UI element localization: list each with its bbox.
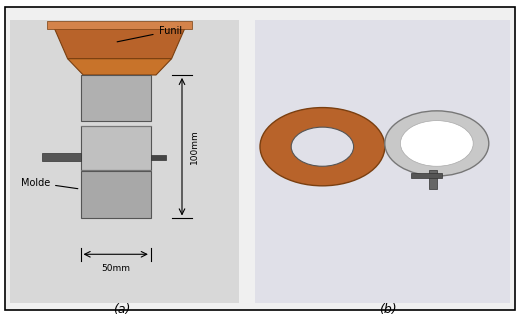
Circle shape [400, 121, 473, 166]
FancyBboxPatch shape [5, 7, 515, 310]
FancyBboxPatch shape [81, 171, 151, 218]
Polygon shape [52, 23, 187, 59]
FancyBboxPatch shape [81, 126, 151, 170]
FancyBboxPatch shape [42, 153, 81, 161]
Text: 100mm: 100mm [190, 129, 199, 164]
Text: (b): (b) [379, 303, 396, 316]
FancyBboxPatch shape [81, 75, 151, 121]
Text: (a): (a) [113, 303, 131, 316]
Polygon shape [68, 59, 172, 75]
FancyBboxPatch shape [10, 20, 239, 303]
FancyBboxPatch shape [47, 21, 192, 29]
Circle shape [385, 111, 489, 176]
FancyBboxPatch shape [429, 170, 437, 189]
FancyBboxPatch shape [411, 173, 442, 178]
FancyBboxPatch shape [151, 155, 166, 160]
Circle shape [291, 127, 354, 166]
Text: Funil: Funil [117, 26, 181, 42]
Text: 50mm: 50mm [101, 264, 130, 273]
FancyBboxPatch shape [255, 20, 510, 303]
Text: Molde: Molde [21, 178, 78, 189]
Circle shape [260, 108, 385, 186]
